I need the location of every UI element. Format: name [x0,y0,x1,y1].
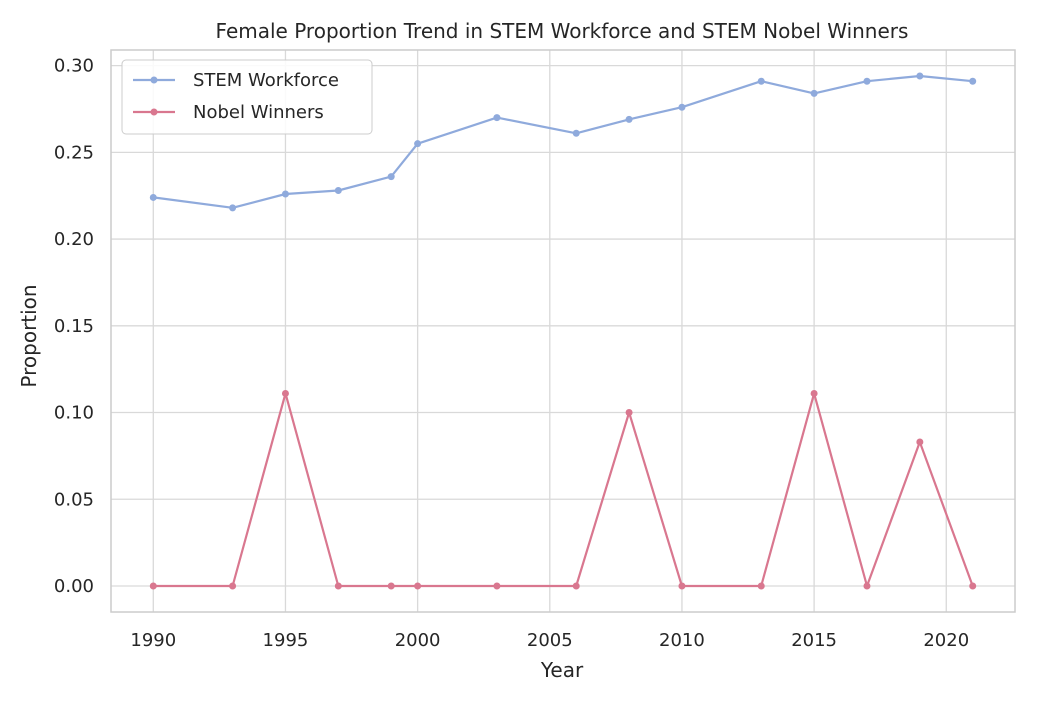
data-point-stem-workforce [757,77,765,85]
data-point-nobel-winners [810,389,818,397]
data-point-nobel-winners [678,582,686,590]
data-point-stem-workforce [149,193,157,201]
data-point-nobel-winners [757,582,765,590]
data-point-stem-workforce [678,103,686,111]
data-point-nobel-winners [149,582,157,590]
data-point-stem-workforce [387,173,395,181]
legend: STEM Workforce Nobel Winners [121,59,373,135]
data-point-nobel-winners [863,582,871,590]
data-point-nobel-winners [334,582,342,590]
x-tick-label: 2015 [791,630,837,651]
x-tick-label: 1995 [263,630,309,651]
data-point-nobel-winners [969,582,977,590]
legend-marker-nobel-winners [150,108,158,116]
y-tick-label: 0.10 [54,403,94,424]
y-tick-label: 0.05 [54,489,94,510]
legend-label-stem-workforce: STEM Workforce [193,70,339,91]
x-tick-label: 2000 [395,630,441,651]
legend-marker-stem-workforce [150,76,158,84]
x-tick-label: 2020 [923,630,969,651]
data-point-nobel-winners [281,389,289,397]
data-point-stem-workforce [229,204,237,212]
y-tick-label: 0.20 [54,229,94,250]
data-point-nobel-winners [387,582,395,590]
data-point-stem-workforce [334,187,342,194]
data-point-nobel-winners [414,582,422,590]
data-point-stem-workforce [414,140,422,148]
y-tick-label: 0.15 [54,316,94,337]
series-group [149,72,977,590]
data-point-stem-workforce [493,114,501,122]
legend-box [121,59,373,135]
x-axis-ticks: 1990 1995 2000 2005 2010 2015 2020 [130,630,969,651]
data-point-nobel-winners [572,582,580,590]
data-point-nobel-winners [625,409,633,417]
y-axis-label: Proportion [17,284,41,387]
y-tick-label: 0.25 [54,142,94,163]
x-axis-label: Year [540,658,584,682]
chart-title: Female Proportion Trend in STEM Workforc… [216,19,909,43]
y-axis-ticks: 0.00 0.05 0.10 0.15 0.20 0.25 0.30 [54,56,94,597]
y-tick-label: 0.30 [54,56,94,77]
legend-label-nobel-winners: Nobel Winners [193,102,324,123]
data-point-stem-workforce [863,77,871,85]
y-tick-label: 0.00 [54,576,94,597]
data-point-stem-workforce [810,89,818,97]
data-point-stem-workforce [625,115,633,123]
data-point-nobel-winners [229,582,237,590]
data-point-stem-workforce [916,72,924,80]
x-tick-label: 2010 [659,630,705,651]
data-point-nobel-winners [493,582,501,590]
x-tick-label: 2005 [527,630,573,651]
x-tick-label: 1990 [130,630,176,651]
plot-frame [110,49,1016,613]
data-point-nobel-winners [916,438,924,446]
data-point-stem-workforce [969,77,977,85]
data-point-stem-workforce [281,190,289,198]
data-point-stem-workforce [572,129,580,137]
